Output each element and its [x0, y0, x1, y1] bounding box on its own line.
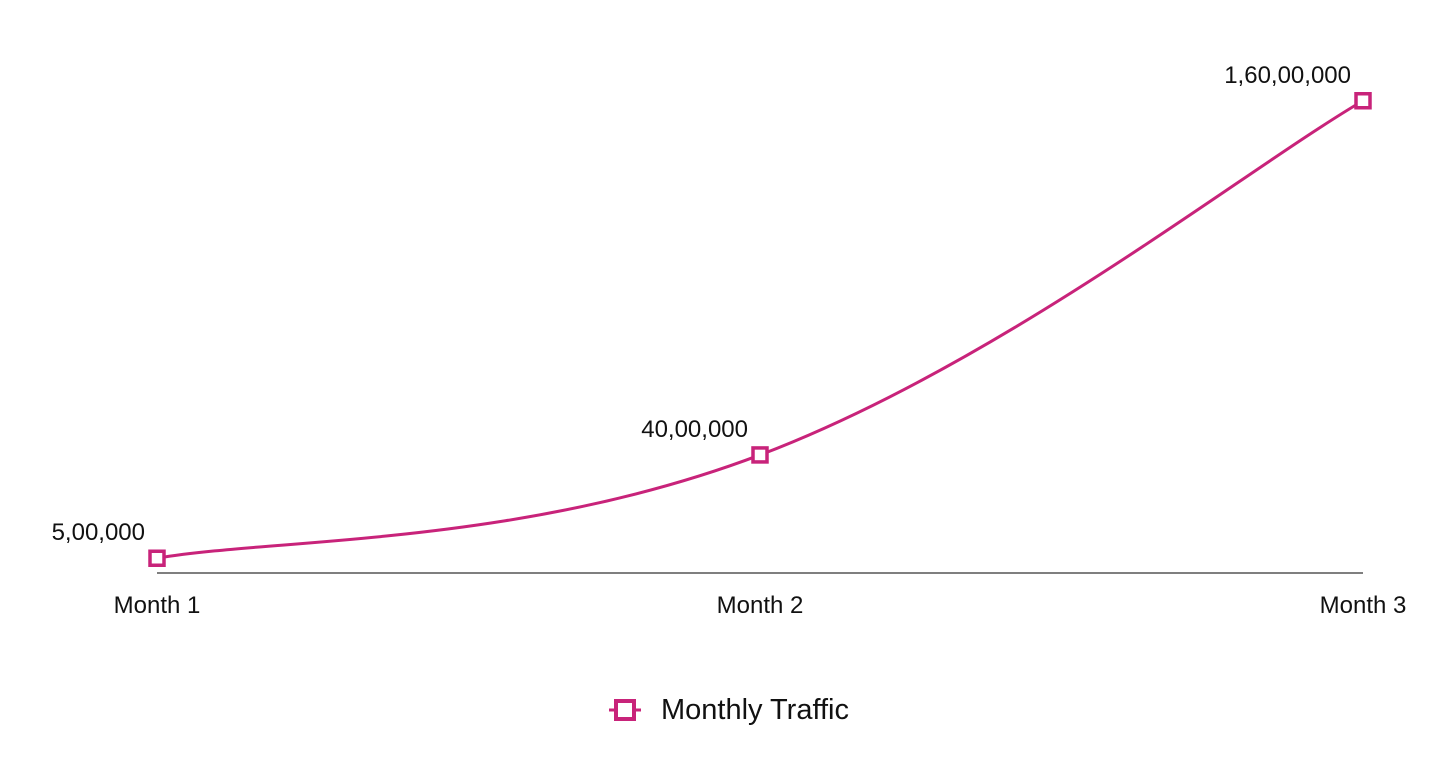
x-tick-label: Month 2	[717, 592, 804, 619]
data-point-marker	[148, 549, 166, 567]
legend: Monthly Traffic	[0, 692, 1456, 728]
data-point-marker	[751, 446, 769, 464]
x-tick-label: Month 1	[114, 592, 201, 619]
data-label: 5,00,000	[52, 519, 145, 546]
series-line	[156, 99, 1364, 560]
data-label: 40,00,000	[641, 416, 748, 443]
data-point-marker	[1354, 92, 1372, 110]
data-label: 1,60,00,000	[1224, 62, 1351, 89]
legend-label: Monthly Traffic	[660, 693, 850, 726]
x-tick-label: Month 3	[1320, 592, 1407, 619]
legend-marker-icon	[607, 692, 643, 728]
